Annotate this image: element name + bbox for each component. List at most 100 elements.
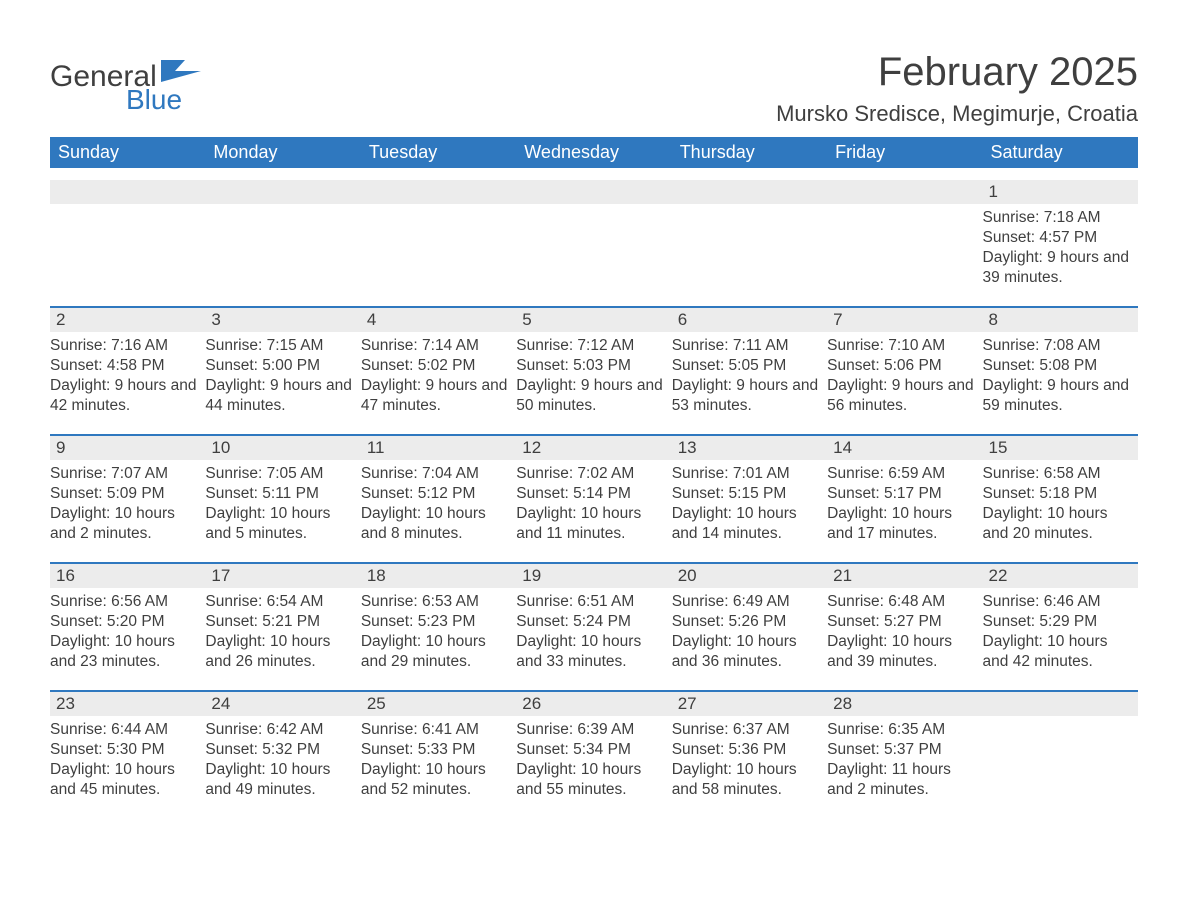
day-number-cell: 8 — [983, 308, 1138, 332]
sunset-text: Sunset: 5:15 PM — [672, 484, 821, 504]
sunrise-text: Sunrise: 7:11 AM — [672, 336, 821, 356]
sunrise-text: Sunrise: 6:58 AM — [983, 464, 1132, 484]
day-of-week-header: Friday — [827, 137, 982, 168]
day-number-row: 16171819202122 — [50, 564, 1138, 588]
sunset-text: Sunset: 5:06 PM — [827, 356, 976, 376]
day-details-cell: Sunrise: 6:53 AMSunset: 5:23 PMDaylight:… — [361, 588, 516, 678]
day-number-cell: 20 — [672, 564, 827, 588]
sunrise-text: Sunrise: 6:59 AM — [827, 464, 976, 484]
sunset-text: Sunset: 4:58 PM — [50, 356, 199, 376]
day-details-cell: Sunrise: 6:41 AMSunset: 5:33 PMDaylight:… — [361, 716, 516, 806]
day-number-cell — [827, 180, 982, 204]
day-number-cell — [50, 180, 205, 204]
calendar-week: 9101112131415Sunrise: 7:07 AMSunset: 5:0… — [50, 434, 1138, 550]
day-number-cell: 3 — [205, 308, 360, 332]
daylight-text: Daylight: 10 hours and 55 minutes. — [516, 760, 665, 800]
daylight-text: Daylight: 10 hours and 23 minutes. — [50, 632, 199, 672]
logo-text-blue: Blue — [126, 86, 201, 114]
sunset-text: Sunset: 5:17 PM — [827, 484, 976, 504]
calendar-week: 232425262728Sunrise: 6:44 AMSunset: 5:30… — [50, 690, 1138, 806]
sunset-text: Sunset: 5:23 PM — [361, 612, 510, 632]
sunrise-text: Sunrise: 7:02 AM — [516, 464, 665, 484]
day-number-cell — [672, 180, 827, 204]
day-details-cell — [361, 204, 516, 294]
daylight-text: Daylight: 9 hours and 44 minutes. — [205, 376, 354, 416]
day-details-cell — [50, 204, 205, 294]
calendar-week: 1Sunrise: 7:18 AMSunset: 4:57 PMDaylight… — [50, 180, 1138, 294]
sunset-text: Sunset: 5:20 PM — [50, 612, 199, 632]
page-header: General Blue February 2025 Mursko Sredis… — [50, 50, 1138, 127]
sunrise-text: Sunrise: 7:18 AM — [983, 208, 1132, 228]
day-of-week-header: Tuesday — [361, 137, 516, 168]
sunset-text: Sunset: 5:08 PM — [983, 356, 1132, 376]
sunrise-text: Sunrise: 6:41 AM — [361, 720, 510, 740]
sunrise-text: Sunrise: 7:12 AM — [516, 336, 665, 356]
day-details-cell: Sunrise: 7:11 AMSunset: 5:05 PMDaylight:… — [672, 332, 827, 422]
sunrise-text: Sunrise: 7:10 AM — [827, 336, 976, 356]
daylight-text: Daylight: 11 hours and 2 minutes. — [827, 760, 976, 800]
day-details-cell: Sunrise: 6:48 AMSunset: 5:27 PMDaylight:… — [827, 588, 982, 678]
day-details-cell: Sunrise: 7:16 AMSunset: 4:58 PMDaylight:… — [50, 332, 205, 422]
day-details-cell: Sunrise: 7:14 AMSunset: 5:02 PMDaylight:… — [361, 332, 516, 422]
sunset-text: Sunset: 5:26 PM — [672, 612, 821, 632]
sunrise-text: Sunrise: 6:39 AM — [516, 720, 665, 740]
day-details-row: Sunrise: 7:16 AMSunset: 4:58 PM Daylight:… — [50, 332, 1138, 422]
day-details-cell: Sunrise: 6:54 AMSunset: 5:21 PMDaylight:… — [205, 588, 360, 678]
sunset-text: Sunset: 5:00 PM — [205, 356, 354, 376]
sunset-text: Sunset: 5:02 PM — [361, 356, 510, 376]
daylight-text: Daylight: 10 hours and 39 minutes. — [827, 632, 976, 672]
sunrise-text: Sunrise: 7:16 AM — [50, 336, 199, 356]
day-details-cell — [983, 716, 1138, 806]
day-details-cell: Sunrise: 7:18 AMSunset: 4:57 PMDaylight:… — [983, 204, 1138, 294]
day-number-cell: 10 — [205, 436, 360, 460]
day-details-cell — [516, 204, 671, 294]
day-number-row: 1 — [50, 180, 1138, 204]
daylight-text: Daylight: 9 hours and 53 minutes. — [672, 376, 821, 416]
sunrise-text: Sunrise: 7:04 AM — [361, 464, 510, 484]
day-number-cell: 12 — [516, 436, 671, 460]
sunset-text: Sunset: 5:11 PM — [205, 484, 354, 504]
daylight-text: Daylight: 10 hours and 33 minutes. — [516, 632, 665, 672]
logo: General Blue — [50, 50, 201, 114]
day-number-cell: 25 — [361, 692, 516, 716]
calendar-week: 2345678Sunrise: 7:16 AMSunset: 4:58 PMDa… — [50, 306, 1138, 422]
sunrise-text: Sunrise: 7:07 AM — [50, 464, 199, 484]
sunset-text: Sunset: 5:29 PM — [983, 612, 1132, 632]
day-details-cell: Sunrise: 7:08 AMSunset: 5:08 PMDaylight:… — [983, 332, 1138, 422]
daylight-text: Daylight: 10 hours and 52 minutes. — [361, 760, 510, 800]
location-subtitle: Mursko Sredisce, Megimurje, Croatia — [776, 101, 1138, 127]
day-number-cell — [983, 692, 1138, 716]
sunset-text: Sunset: 5:05 PM — [672, 356, 821, 376]
day-of-week-header: Monday — [205, 137, 360, 168]
sunrise-text: Sunrise: 6:42 AM — [205, 720, 354, 740]
day-details-cell: Sunrise: 6:42 AMSunset: 5:32 PMDaylight:… — [205, 716, 360, 806]
day-number-row: 9101112131415 — [50, 436, 1138, 460]
daylight-text: Daylight: 10 hours and 58 minutes. — [672, 760, 821, 800]
day-details-cell: Sunrise: 7:01 AMSunset: 5:15 PMDaylight:… — [672, 460, 827, 550]
day-details-cell: Sunrise: 7:02 AMSunset: 5:14 PMDaylight:… — [516, 460, 671, 550]
daylight-text: Daylight: 9 hours and 56 minutes. — [827, 376, 976, 416]
day-details-row: Sunrise: 7:07 AMSunset: 5:09 PMDaylight:… — [50, 460, 1138, 550]
sunset-text: Sunset: 5:27 PM — [827, 612, 976, 632]
daylight-text: Daylight: 9 hours and 39 minutes. — [983, 248, 1132, 288]
day-number-cell: 4 — [361, 308, 516, 332]
day-number-row: 232425262728 — [50, 692, 1138, 716]
day-details-cell: Sunrise: 6:37 AMSunset: 5:36 PMDaylight:… — [672, 716, 827, 806]
day-number-cell — [361, 180, 516, 204]
sunset-text: Sunset: 5:24 PM — [516, 612, 665, 632]
day-details-cell: Sunrise: 6:51 AMSunset: 5:24 PMDaylight:… — [516, 588, 671, 678]
day-details-cell: Sunrise: 7:05 AMSunset: 5:11 PMDaylight:… — [205, 460, 360, 550]
sunrise-text: Sunrise: 7:01 AM — [672, 464, 821, 484]
day-details-cell: Sunrise: 6:56 AMSunset: 5:20 PMDaylight:… — [50, 588, 205, 678]
daylight-text: Daylight: 10 hours and 5 minutes. — [205, 504, 354, 544]
sunset-text: Sunset: 5:21 PM — [205, 612, 354, 632]
sunrise-text: Sunrise: 6:56 AM — [50, 592, 199, 612]
day-details-row: Sunrise: 6:56 AMSunset: 5:20 PMDaylight:… — [50, 588, 1138, 678]
day-number-cell: 7 — [827, 308, 982, 332]
sunrise-text: Sunrise: 6:54 AM — [205, 592, 354, 612]
sunrise-text: Sunrise: 6:48 AM — [827, 592, 976, 612]
sunrise-text: Sunrise: 6:51 AM — [516, 592, 665, 612]
day-number-cell: 28 — [827, 692, 982, 716]
day-number-cell: 18 — [361, 564, 516, 588]
day-details-cell — [827, 204, 982, 294]
